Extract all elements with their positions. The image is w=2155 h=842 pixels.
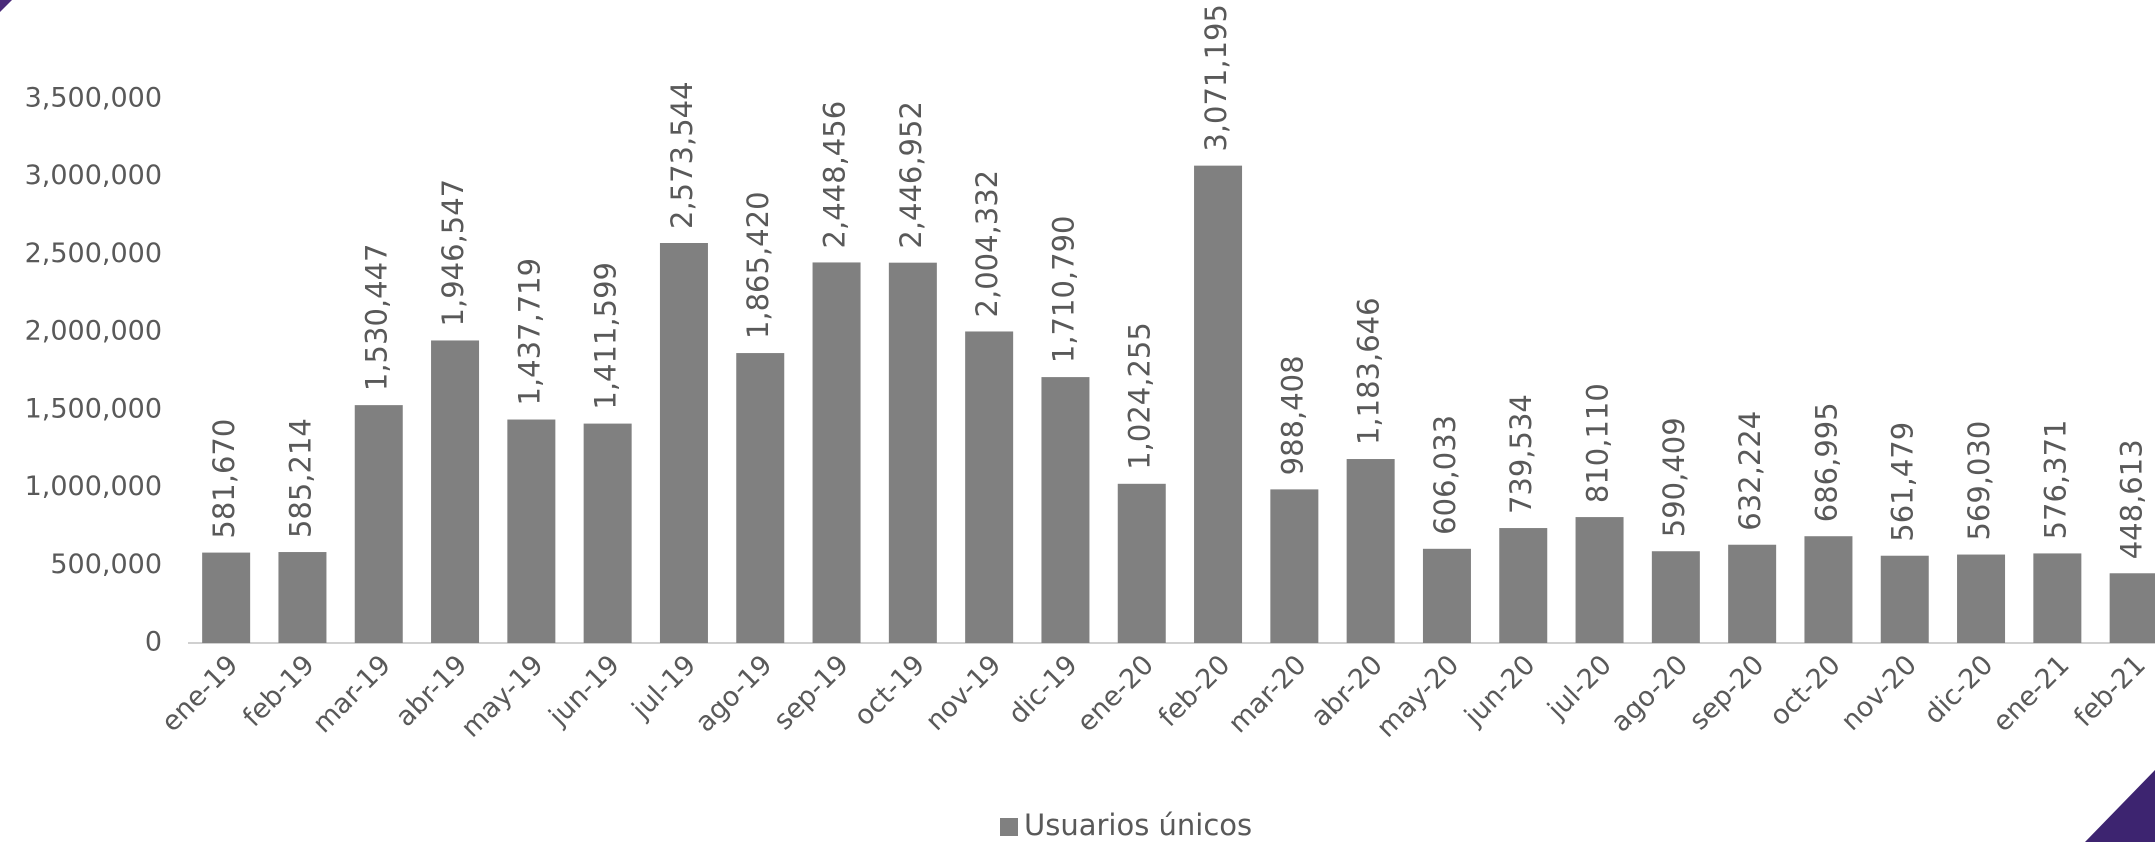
x-tick-label: sep-20 [1683,649,1770,736]
x-tick-label: dic-20 [1918,649,1999,730]
bar [431,340,480,643]
bar [1880,555,1929,643]
corner-decoration [0,0,12,12]
value-label: 569,030 [1962,421,1996,541]
legend-swatch [1000,818,1018,836]
bar [2033,553,2082,643]
value-label: 1,437,719 [512,258,546,406]
value-label: 606,033 [1428,415,1462,535]
y-tick-label: 2,500,000 [25,238,162,269]
value-label: 585,214 [283,418,317,538]
value-label: 2,004,332 [970,170,1004,318]
x-tick-label: feb-20 [1153,649,1237,733]
bar [278,552,327,643]
value-label: 686,995 [1809,402,1843,522]
x-tick-label: may-19 [455,649,549,743]
bar [1346,459,1395,643]
bar [1728,544,1777,643]
x-tick-label: nov-19 [920,649,1008,737]
x-tick-label: mar-20 [1223,649,1313,739]
x-tick-label: ene-19 [156,649,245,738]
bar [812,262,861,643]
value-label: 581,670 [207,419,241,539]
x-tick-label: jun-20 [1458,649,1541,732]
x-tick-label: oct-19 [848,649,931,732]
value-label: 590,409 [1657,417,1691,537]
bar [1422,548,1471,643]
bar [1194,165,1243,643]
legend-label: Usuarios únicos [1024,808,1252,842]
value-label: 1,530,447 [360,244,394,392]
x-tick-label: oct-20 [1764,649,1847,732]
x-tick-label: ago-20 [1605,649,1694,738]
value-label: 1,710,790 [1046,216,1080,364]
bar [888,262,937,643]
value-label: 2,573,544 [665,81,699,229]
x-tick-label: ene-21 [1987,649,2076,738]
value-label: 1,411,599 [589,262,623,410]
corner-decoration [2085,770,2155,842]
bar [965,331,1014,643]
x-tick-label: jun-19 [543,649,626,732]
bar [736,353,785,643]
value-label: 2,446,952 [894,101,928,249]
x-tick-label: may-20 [1371,649,1465,743]
value-label: 1,024,255 [1123,322,1157,470]
x-tick-label: nov-20 [1835,649,1923,737]
value-label: 1,183,646 [1352,297,1386,445]
bar [1041,377,1090,643]
bar [1117,483,1166,643]
y-tick-label: 2,000,000 [25,316,162,347]
value-label: 576,371 [2038,419,2072,539]
value-label: 561,479 [1886,422,1920,542]
value-label: 988,408 [1275,355,1309,475]
x-tick-label: ago-19 [690,649,779,738]
y-tick-label: 1,500,000 [25,393,162,424]
value-label: 810,110 [1581,383,1615,503]
x-tick-label: ene-20 [1071,649,1160,738]
bar [1804,536,1853,643]
bar [1651,551,1700,643]
x-tick-label: sep-19 [768,649,855,736]
y-tick-label: 3,500,000 [25,83,162,114]
value-label: 448,613 [2115,439,2149,559]
x-tick-label: feb-21 [2068,649,2152,733]
bar [583,423,632,643]
y-tick-label: 0 [145,627,162,658]
bar [1957,554,2006,643]
y-tick-label: 3,000,000 [25,160,162,191]
bar [2109,573,2155,643]
bar [354,405,403,643]
value-label: 739,534 [1504,394,1538,514]
value-label: 1,865,420 [741,191,775,339]
value-label: 1,946,547 [436,179,470,327]
value-label: 632,224 [1733,411,1767,531]
bar [1270,489,1319,643]
bar [1575,517,1624,643]
x-tick-label: feb-19 [237,649,321,733]
bar [659,242,708,643]
value-label: 3,071,195 [1199,4,1233,152]
x-tick-label: mar-19 [307,649,397,739]
bar [202,552,251,643]
y-tick-label: 1,000,000 [25,471,162,502]
value-label: 2,448,456 [818,101,852,249]
bar [507,419,556,643]
bar [1499,528,1548,643]
x-tick-label: dic-19 [1003,649,1084,730]
y-tick-label: 500,000 [50,549,162,580]
